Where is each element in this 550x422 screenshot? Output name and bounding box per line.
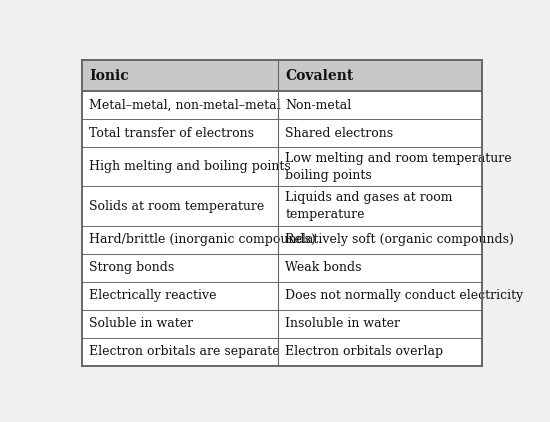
Text: Metal–metal, non-metal–metal: Metal–metal, non-metal–metal xyxy=(89,99,281,112)
Bar xyxy=(81,226,278,254)
Text: Electrically reactive: Electrically reactive xyxy=(89,289,217,302)
Text: Insoluble in water: Insoluble in water xyxy=(285,317,400,330)
Bar xyxy=(81,282,278,310)
Text: Hard/brittle (inorganic compounds): Hard/brittle (inorganic compounds) xyxy=(89,233,316,246)
Bar xyxy=(278,310,482,338)
Text: Covalent: Covalent xyxy=(285,69,354,83)
Text: Solids at room temperature: Solids at room temperature xyxy=(89,200,265,213)
Text: Non-metal: Non-metal xyxy=(285,99,351,112)
Bar xyxy=(278,226,482,254)
Bar xyxy=(81,187,278,226)
Bar xyxy=(81,254,278,282)
Text: Weak bonds: Weak bonds xyxy=(285,261,362,274)
Text: Electron orbitals overlap: Electron orbitals overlap xyxy=(285,345,443,358)
Bar xyxy=(278,119,482,147)
Bar xyxy=(81,60,278,91)
Bar xyxy=(81,119,278,147)
Text: Total transfer of electrons: Total transfer of electrons xyxy=(89,127,254,140)
Text: Soluble in water: Soluble in water xyxy=(89,317,194,330)
Text: Electron orbitals are separate: Electron orbitals are separate xyxy=(89,345,280,358)
Text: Does not normally conduct electricity: Does not normally conduct electricity xyxy=(285,289,524,302)
Bar xyxy=(278,338,482,366)
Text: Ionic: Ionic xyxy=(89,69,129,83)
Text: Liquids and gases at room
temperature: Liquids and gases at room temperature xyxy=(285,191,453,221)
Bar xyxy=(278,282,482,310)
Bar xyxy=(81,91,278,119)
Bar xyxy=(278,254,482,282)
Text: Shared electrons: Shared electrons xyxy=(285,127,393,140)
Bar xyxy=(278,187,482,226)
Bar xyxy=(81,310,278,338)
Text: Relatively soft (organic compounds): Relatively soft (organic compounds) xyxy=(285,233,514,246)
Text: High melting and boiling points: High melting and boiling points xyxy=(89,160,291,173)
Bar xyxy=(81,147,278,187)
Bar xyxy=(278,91,482,119)
Text: Strong bonds: Strong bonds xyxy=(89,261,174,274)
Bar xyxy=(81,338,278,366)
Bar xyxy=(278,60,482,91)
Text: Low melting and room temperature
boiling points: Low melting and room temperature boiling… xyxy=(285,152,512,181)
Bar xyxy=(278,147,482,187)
